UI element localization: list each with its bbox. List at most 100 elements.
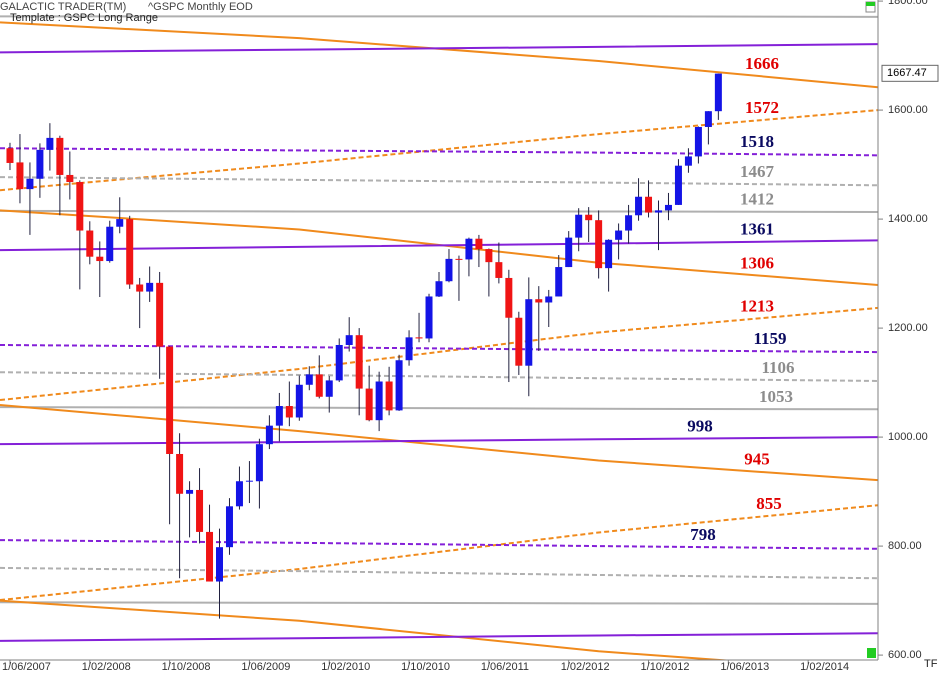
candle-body [345,335,353,345]
level-line [0,343,878,354]
candle-body [186,489,194,494]
y-tick-label: 1400.00 [888,213,928,225]
x-tick-label: 1/10/2010 [401,661,450,673]
candle-body [555,267,563,297]
candle-body [305,374,313,385]
x-tick-label: 1/06/2011 [481,661,529,673]
timeframe-label[interactable]: TF [924,658,938,670]
level-line [0,147,878,157]
candle-body [684,156,692,166]
candle-body [445,258,453,282]
candle-body [6,148,14,163]
y-tick-label: 1200.00 [888,322,928,334]
candle-body [595,220,603,269]
y-tick-label: 800.00 [888,540,922,552]
candle-body [206,531,214,582]
candle-body [225,506,233,548]
x-tick-label: 1/02/2010 [321,661,370,673]
level-label: 1053 [759,387,793,406]
candle-body [46,137,54,150]
level-line [0,306,878,402]
candle-body [455,258,463,260]
level-label: 998 [687,416,713,435]
candle-body [66,174,74,183]
candle-body [635,196,643,216]
candle-body [56,137,64,175]
candle-body [435,281,443,297]
candle-body [405,337,413,361]
level-label: 1106 [761,358,794,377]
template-label: Template : GSPC Long Range [10,12,158,24]
candle-body [425,296,433,339]
candle-body [505,277,513,318]
level-line [0,539,878,550]
x-tick-label: 1/02/2012 [561,661,610,673]
candle-body [395,360,403,411]
level-line [0,601,878,605]
status-indicator [866,2,875,6]
candle-body [645,196,653,213]
candle-body [625,215,633,231]
candle-body [265,425,273,445]
level-label: 798 [690,525,716,544]
x-tick-label: 1/10/2008 [162,661,211,673]
app-title: GALACTIC TRADER(TM) [0,1,126,13]
candle-body [146,282,154,292]
candle-body [515,317,523,366]
candle-body [365,388,373,421]
y-tick-label: 1000.00 [888,431,928,443]
candle-body [196,489,204,532]
candle-body [585,214,593,221]
level-line [0,632,878,642]
y-tick-label: 600.00 [888,649,922,661]
candle-body [385,381,393,411]
level-label: 1159 [753,329,786,348]
symbol-title: ^GSPC Monthly EOD [148,1,253,13]
candle-body [245,480,253,482]
level-line [0,43,878,54]
level-line [0,109,878,192]
candle-body [216,547,223,582]
candle-body [86,230,94,257]
x-tick-label: 1/06/2007 [2,661,51,673]
level-label: 1361 [740,220,774,239]
candle-body [295,384,303,418]
level-label: 1306 [740,253,774,272]
candle-body [126,219,134,285]
level-label: 1572 [745,98,779,117]
candle-body [136,284,144,292]
candle-body [26,178,34,190]
candle-body [485,249,493,263]
last-price-label: 1667.47 [887,67,927,79]
level-line [0,176,878,187]
candle-body [315,374,323,397]
last-price-box [881,64,939,82]
candle-body [255,444,263,482]
level-line [0,239,878,252]
x-tick-label: 1/02/2008 [82,661,131,673]
x-tick-label: 1/06/2009 [241,661,290,673]
level-label: 855 [756,494,782,513]
x-tick-label: 1/10/2012 [641,661,690,673]
candle-body [355,335,363,389]
candle-body [605,239,613,269]
level-line [0,504,878,602]
candle-body [16,162,24,190]
x-tick-label: 1/02/2014 [800,661,849,673]
candle-body [235,481,243,507]
level-label: 1467 [740,162,775,181]
candle-body [475,238,483,250]
status-indicator [867,648,876,658]
candle-body [116,219,124,227]
level-line [0,21,878,89]
candle-body [275,406,283,426]
candle-body [156,282,164,347]
level-label: 1213 [740,296,774,315]
candle-body [674,165,682,205]
candle-body [76,182,84,231]
level-line [0,403,878,482]
x-tick-label: 1/06/2013 [720,661,769,673]
candle-body [176,453,184,494]
